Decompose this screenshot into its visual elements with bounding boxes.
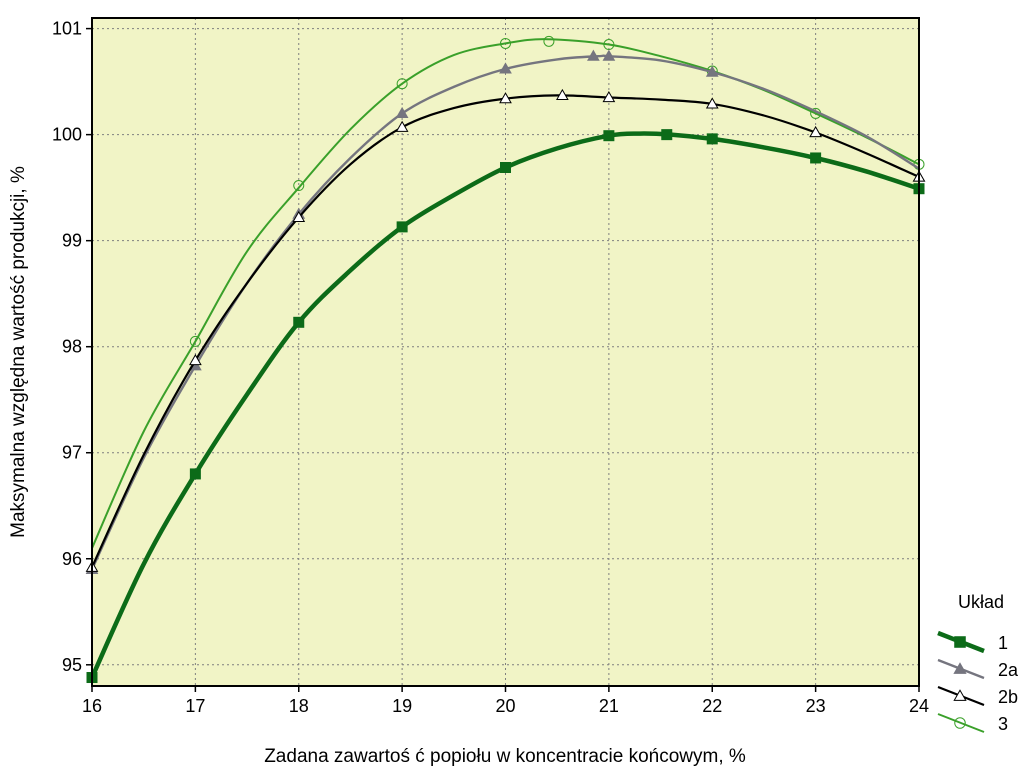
data-point: [603, 39, 615, 51]
data-point: [189, 468, 201, 480]
data-point: [954, 636, 966, 648]
data-point: [809, 126, 822, 138]
x-axis-label: Zadana zawartoś ć popiołu w koncentracie…: [264, 746, 746, 767]
legend-label: 3: [998, 714, 1008, 734]
data-point: [293, 316, 305, 328]
y-tick-label: 95: [62, 655, 82, 675]
legend-label: 2b: [998, 687, 1018, 707]
legend: Układ 1 2a 2b 3: [937, 592, 1019, 734]
series-2b: [85, 88, 926, 572]
y-tick-label: 100: [52, 125, 82, 145]
data-point: [543, 35, 555, 47]
legend-title: Układ: [958, 592, 1004, 612]
legend-label: 1: [998, 633, 1008, 653]
y-axis-ticks: 95 96 97 98 99 100 101: [52, 19, 92, 675]
data-point: [587, 49, 600, 61]
y-tick-label: 101: [52, 19, 82, 39]
x-tick-label: 24: [909, 696, 929, 716]
legend-item-2b: 2b: [937, 685, 1018, 707]
data-point: [706, 133, 718, 145]
x-tick-label: 18: [289, 696, 309, 716]
data-point: [705, 65, 719, 77]
x-tick-label: 19: [392, 696, 412, 716]
legend-swatch-line: [937, 713, 985, 733]
data-point: [500, 162, 511, 174]
x-tick-label: 22: [702, 696, 722, 716]
data-point: [954, 717, 966, 729]
legend-item-3: 3: [937, 713, 1008, 734]
data-point: [293, 180, 305, 192]
x-tick-label: 21: [599, 696, 619, 716]
data-point: [395, 120, 409, 132]
data-point: [189, 335, 201, 347]
series-layer: [85, 35, 926, 684]
x-tick-label: 23: [806, 696, 826, 716]
data-point: [555, 88, 569, 101]
x-tick-label: 17: [185, 696, 205, 716]
x-axis-ticks: 16 17 18 19 20 21 22 23 24: [82, 686, 929, 716]
x-tick-label: 16: [82, 696, 102, 716]
data-point: [603, 130, 615, 142]
data-point: [810, 152, 822, 164]
data-point: [661, 129, 673, 141]
x-tick-label: 20: [495, 696, 515, 716]
data-point: [500, 37, 511, 49]
y-tick-label: 97: [62, 443, 82, 463]
data-point: [499, 62, 512, 74]
data-point: [602, 49, 616, 61]
data-point: [292, 210, 306, 222]
y-axis-label: Maksymalna względna wartość produkcji, %: [8, 166, 29, 538]
y-tick-label: 99: [62, 231, 82, 251]
series-line: [91, 94, 920, 568]
legend-label: 2a: [998, 660, 1019, 680]
data-point: [396, 221, 408, 233]
y-tick-label: 96: [62, 549, 82, 569]
legend-item-2a: 2a: [937, 658, 1019, 680]
data-point: [395, 106, 409, 119]
y-tick-label: 98: [62, 337, 82, 357]
data-point: [189, 353, 202, 366]
data-point: [953, 662, 967, 674]
data-point: [396, 78, 408, 90]
data-point: [602, 91, 616, 103]
data-point: [953, 689, 967, 701]
data-point: [499, 92, 512, 104]
legend-item-1: 1: [937, 630, 1008, 654]
data-point: [705, 97, 719, 109]
